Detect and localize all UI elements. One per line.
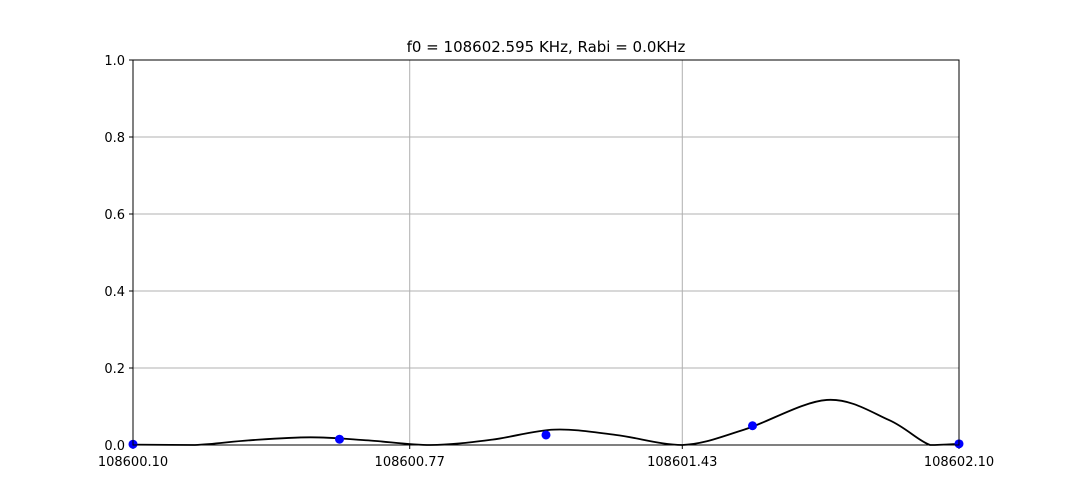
y-tick-label: 0.2	[104, 362, 125, 377]
y-tick-label: 0.8	[104, 131, 125, 146]
data-point	[748, 421, 757, 431]
x-tick-label: 108602.10	[924, 455, 994, 470]
y-tick-label: 0.0	[104, 439, 125, 454]
x-axis: 108600.10 108600.77 108601.43 108602.10	[98, 445, 994, 470]
axes-frame	[132, 59, 960, 446]
y-tick-label: 0.6	[104, 208, 125, 223]
chart-title: f0 = 108602.595 KHz, Rabi = 0.0KHz	[407, 38, 686, 56]
x-tick-label: 108600.77	[375, 455, 445, 470]
y-tick-label: 0.4	[104, 285, 125, 300]
y-axis: 0.0 0.2 0.4 0.6 0.8 1.0	[104, 54, 133, 454]
x-tick-label: 108600.10	[98, 455, 168, 470]
data-point	[335, 434, 344, 444]
grid	[132, 59, 960, 446]
y-tick-label: 1.0	[104, 54, 125, 69]
data-point	[541, 430, 551, 440]
fit-curve	[132, 399, 960, 446]
x-tick-label: 108601.43	[647, 455, 717, 470]
plot-area	[128, 399, 964, 449]
